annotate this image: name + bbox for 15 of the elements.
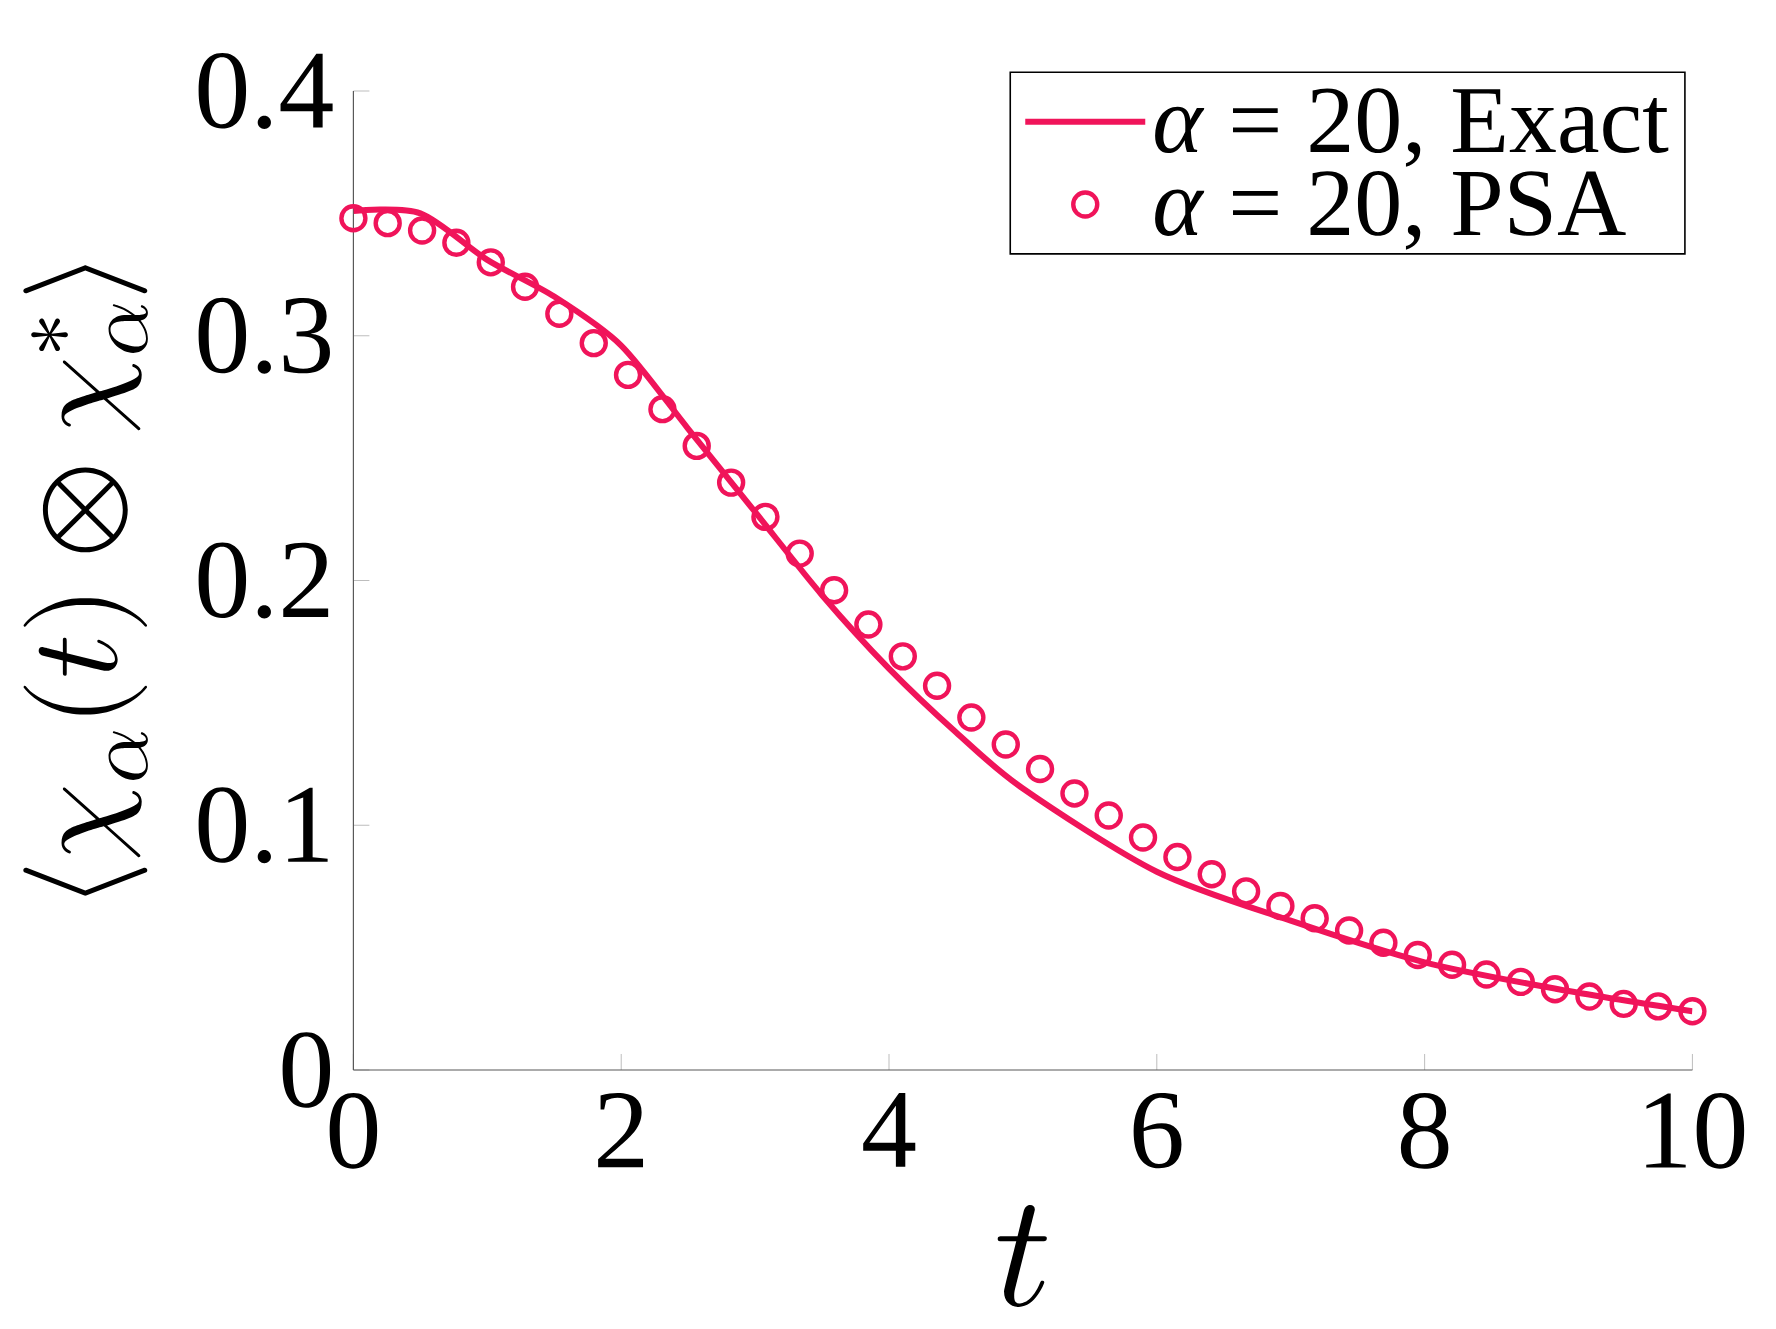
y-tick-label: 0.2 bbox=[198, 542, 329, 619]
y-tick-label: 0.4 bbox=[198, 52, 333, 130]
x-tick-label: 10 bbox=[1646, 1093, 1745, 1169]
y-axis-title: $\langle \chi_{\alpha}(t) \otimes \chi^{*}_{\alpha} \rangle$ bbox=[23, 265, 148, 896]
x-tick-label: 4 bbox=[863, 1093, 916, 1167]
y-tick-label: 0.1 bbox=[198, 787, 328, 864]
y-tick-label: 0 bbox=[282, 1032, 331, 1108]
x-tick-label: 0 bbox=[329, 1093, 378, 1169]
legend-label: α = 20, PSA bbox=[1155, 171, 1626, 250]
x-tick-label: 8 bbox=[1400, 1093, 1449, 1169]
legend-label: α = 20, Exact bbox=[1155, 88, 1669, 167]
x-tick-label: 2 bbox=[598, 1093, 644, 1168]
y-tick-label: 0.3 bbox=[198, 297, 330, 374]
x-tick-label: 6 bbox=[1133, 1093, 1182, 1169]
x-axis-title: $t$ bbox=[997, 1205, 1047, 1307]
